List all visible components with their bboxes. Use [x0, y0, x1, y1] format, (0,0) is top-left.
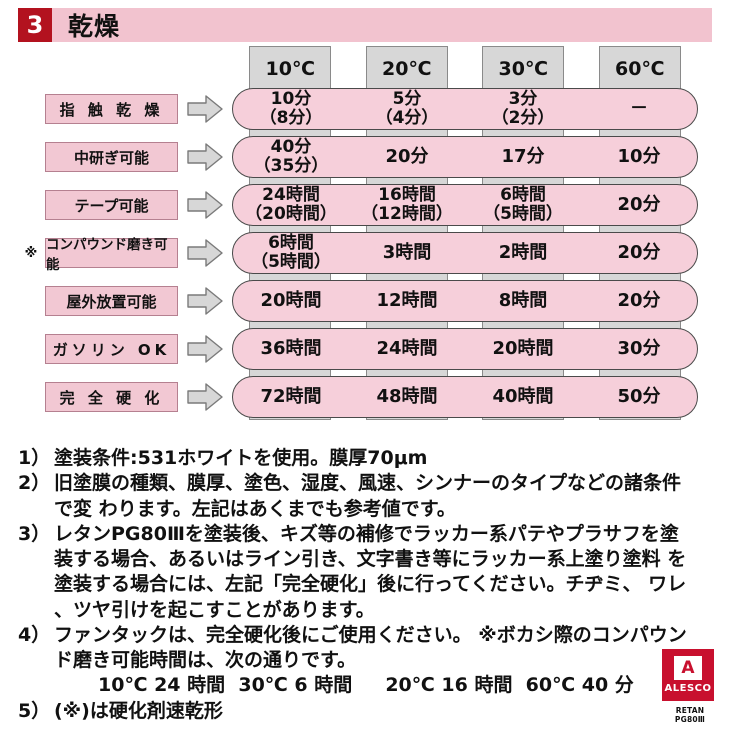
value-row-7: 72時間 48時間 40時間 50分 — [232, 376, 698, 418]
value-cell: 5分 （4分） — [375, 88, 439, 128]
note-item: 5） (※)は硬化剤速乾形 — [18, 699, 712, 724]
value-cell: 6時間 （5時間） — [251, 232, 331, 272]
column-header-1: 10℃ — [265, 58, 315, 80]
product-name-caption: RETAN PG80Ⅲ — [674, 706, 706, 724]
note-item: 4） ファンタックは、完全硬化後にご使用ください。 ※ボカシ際のコンパウン ド磨… — [18, 623, 712, 674]
note-item: 2） 旧塗膜の種類、膜厚、塗色、湿度、風速、シンナーのタイプなどの諸条件 で変 … — [18, 471, 712, 522]
value-cell: 12時間 — [376, 289, 438, 311]
row-arrow-icon — [186, 286, 224, 316]
note-text: レタンPG80Ⅲを塗装後、キズ等の補修でラッカー系パテやプラサフを塗 装する場合… — [54, 522, 687, 621]
note-marker: 1） — [18, 447, 51, 469]
value-cell: 10分 （8分） — [259, 88, 323, 128]
value-cell: 72時間 — [260, 385, 322, 407]
value-row-1: 10分 （8分） 5分 （4分） 3分 （2分） － — [232, 88, 698, 130]
note-item: 3） レタンPG80Ⅲを塗装後、キズ等の補修でラッカー系パテやプラサフを塗 装す… — [18, 522, 712, 623]
row-label-1: 指 触 乾 燥 — [45, 94, 178, 124]
value-row-6: 36時間 24時間 20時間 30分 — [232, 328, 698, 370]
value-cell: 40分 （35分） — [253, 136, 329, 176]
value-row-2: 40分 （35分） 20分 17分 10分 — [232, 136, 698, 178]
note-marker: 5） — [18, 699, 51, 722]
note-4-temperature-line: 10℃ 24 時間 30℃ 6 時間 20℃ 16 時間 60℃ 40 分 — [98, 674, 634, 697]
value-row-5: 20時間 12時間 8時間 20分 — [232, 280, 698, 322]
alesco-logo: A ALESCO RETAN PG80Ⅲ — [660, 647, 720, 724]
value-cell: 20分 — [617, 193, 661, 215]
note-text: (※)は硬化剤速乾形 — [54, 699, 223, 722]
row-label-7: 完 全 硬 化 — [45, 382, 178, 412]
value-cell: 3時間 — [382, 241, 432, 263]
value-cell: 16時間 （12時間） — [361, 184, 453, 224]
row-label-2: 中研ぎ可能 — [45, 142, 178, 172]
value-cell: 20分 — [617, 241, 661, 263]
value-cell: 20分 — [617, 289, 661, 311]
value-cell: 50分 — [617, 385, 661, 407]
value-row-4: 6時間 （5時間） 3時間 2時間 20分 — [232, 232, 698, 274]
note-text: ファンタックは、完全硬化後にご使用ください。 ※ボカシ際のコンパウン ド磨き可能… — [54, 623, 687, 672]
row-label-5: 屋外放置可能 — [45, 286, 178, 316]
page-title: 乾燥 — [68, 12, 121, 41]
row-arrow-icon — [186, 382, 224, 412]
value-cell: 17分 — [501, 145, 545, 167]
note-text: 旧塗膜の種類、膜厚、塗色、湿度、風速、シンナーのタイプなどの諸条件 で変 わりま… — [54, 472, 682, 520]
row-asterisk-marker: ※ — [24, 245, 38, 261]
value-cell: － — [630, 97, 648, 119]
value-cell: 6時間 （5時間） — [483, 184, 563, 224]
row-arrow-icon — [186, 142, 224, 172]
value-row-3: 24時間 （20時間） 16時間 （12時間） 6時間 （5時間） 20分 — [232, 184, 698, 226]
section-number-badge: 3 — [18, 8, 52, 42]
value-cell: 36時間 — [260, 337, 322, 359]
note-text: 塗装条件:531ホワイトを使用。膜厚70μm — [54, 447, 428, 469]
row-label-3: テープ可能 — [45, 190, 178, 220]
alesco-logo-square: A ALESCO — [660, 647, 716, 703]
value-cell: 20分 — [385, 145, 429, 167]
row-label-6: ガソリン OK — [45, 334, 178, 364]
column-header-2: 20℃ — [382, 58, 432, 80]
row-arrow-icon — [186, 190, 224, 220]
section-header-banner: 3 乾燥 — [18, 8, 712, 42]
note-marker: 3） — [18, 522, 51, 545]
value-cell: 10分 — [617, 145, 661, 167]
note-marker: 2） — [18, 472, 51, 495]
value-cell: 30分 — [617, 337, 661, 359]
value-cell: 20時間 — [492, 337, 554, 359]
value-cell: 3分 （2分） — [491, 88, 555, 128]
value-cell: 24時間 （20時間） — [245, 184, 337, 224]
value-cell: 20時間 — [260, 289, 322, 311]
alesco-a-mark-icon: A — [674, 656, 702, 680]
column-header-3: 30℃ — [498, 58, 548, 80]
value-cell: 48時間 — [376, 385, 438, 407]
column-header-4: 60℃ — [615, 58, 665, 80]
note-item: 1） 塗装条件:531ホワイトを使用。膜厚70μm — [18, 446, 712, 471]
notes-list: 1） 塗装条件:531ホワイトを使用。膜厚70μm 2） 旧塗膜の種類、膜厚、塗… — [18, 446, 712, 724]
row-arrow-icon — [186, 334, 224, 364]
alesco-wordmark: ALESCO — [664, 683, 712, 694]
row-arrow-icon — [186, 94, 224, 124]
value-cell: 2時間 — [498, 241, 548, 263]
row-label-4: コンパウンド磨き可能 — [45, 237, 178, 273]
value-cell: 8時間 — [498, 289, 548, 311]
value-cell: 24時間 — [376, 337, 438, 359]
drying-time-table: 10℃ 20℃ 30℃ 60℃ 指 触 乾 燥 10分 （8分） 5分 （4分） 3分 （2分… — [0, 46, 730, 441]
value-cell: 40時間 — [492, 385, 554, 407]
row-arrow-icon — [186, 238, 224, 268]
note-marker: 4） — [18, 623, 51, 646]
